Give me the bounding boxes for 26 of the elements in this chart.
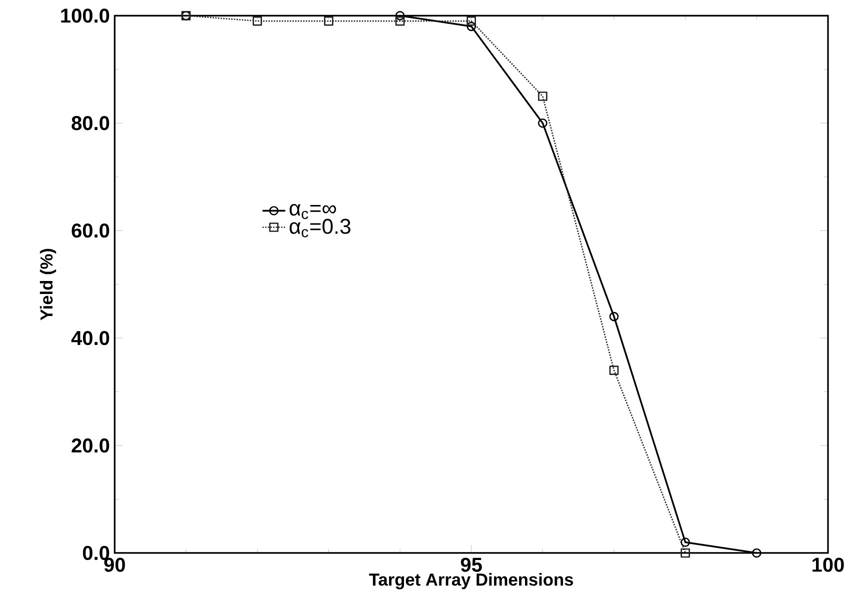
x-tick-label: 95 bbox=[460, 558, 482, 572]
point bbox=[466, 16, 476, 26]
y-tick-label: 40.0 bbox=[71, 330, 110, 346]
point bbox=[609, 312, 619, 322]
point bbox=[680, 538, 690, 547]
x-axis-title: Target Array Dimensions bbox=[369, 573, 574, 590]
y-tick-label: 80.0 bbox=[72, 116, 110, 130]
point bbox=[466, 22, 476, 32]
y-axis-title: Yield (%) bbox=[40, 248, 56, 320]
y-tick-label: 60.0 bbox=[72, 224, 110, 238]
y-tick-label: 0.0 bbox=[82, 546, 110, 560]
point bbox=[609, 366, 619, 375]
point bbox=[395, 10, 405, 20]
point bbox=[395, 16, 405, 26]
y-tick-label: 20.0 bbox=[72, 438, 110, 453]
point bbox=[538, 118, 548, 128]
legend-label: α$_{c}$=∞ bbox=[290, 204, 336, 220]
y-tick-label: 100.0 bbox=[61, 8, 110, 23]
point bbox=[252, 16, 262, 26]
x-tick-label: 90 bbox=[104, 558, 125, 572]
point bbox=[538, 92, 548, 101]
x-tick-label: 100 bbox=[812, 558, 844, 572]
legend-label: α$_{c}$=0.3 bbox=[290, 218, 350, 238]
point bbox=[680, 548, 690, 558]
point bbox=[752, 548, 762, 558]
point bbox=[324, 16, 334, 26]
